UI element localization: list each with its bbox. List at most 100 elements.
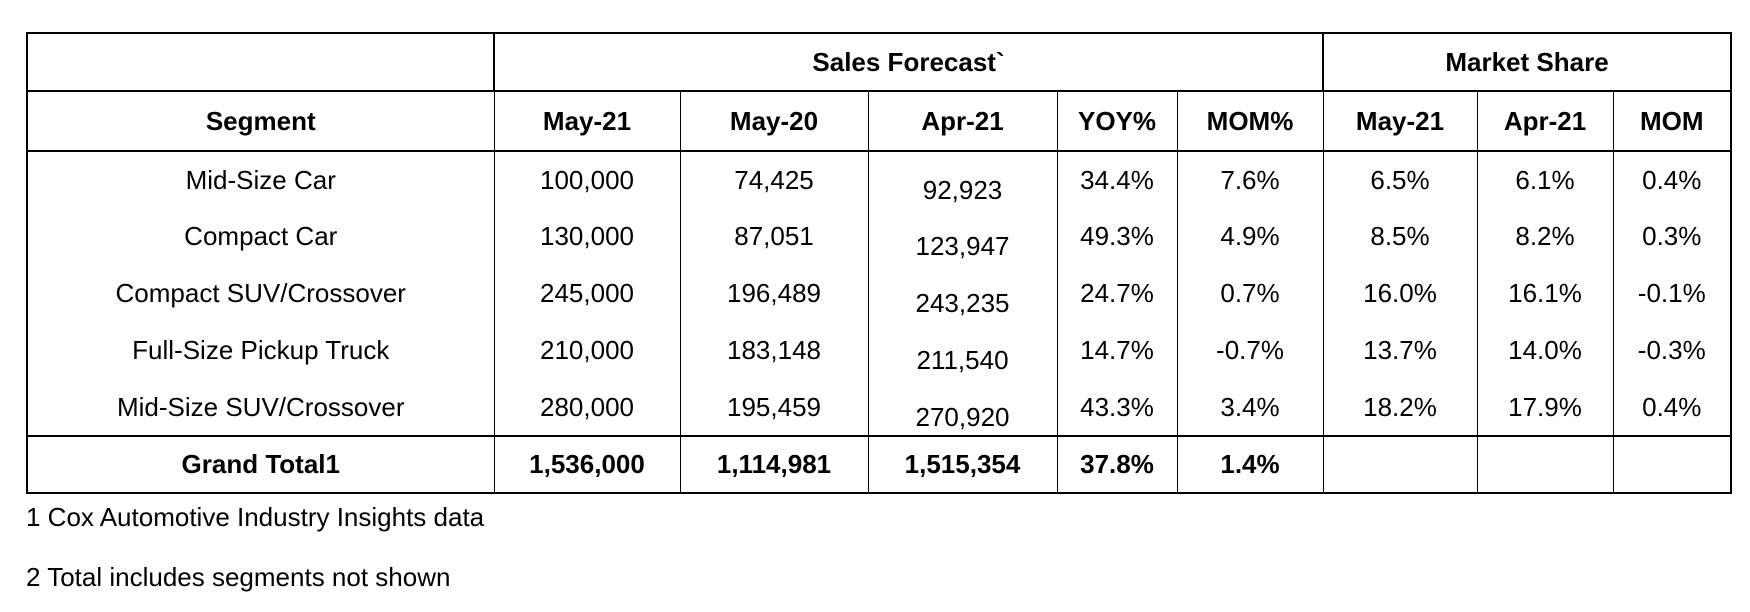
cell-value: 0.7% <box>1220 278 1280 308</box>
table-cell: 24.7% <box>1057 265 1178 322</box>
cell-value: 43.3% <box>1080 391 1154 422</box>
cell-value: -0.7% <box>1216 335 1284 365</box>
table-cell: 16.0% <box>1323 265 1478 322</box>
group-header-sales-forecast: Sales Forecast` <box>494 32 1324 92</box>
cell-value: 16.0% <box>1363 278 1437 308</box>
table-cell: 92,923 <box>868 151 1058 208</box>
table-cell: 123,947 <box>868 208 1058 265</box>
table-cell: 280,000 <box>494 379 681 436</box>
cell-value: 24.7% <box>1080 278 1154 308</box>
cell-value: -0.3% <box>1637 335 1706 365</box>
cell-value: 211,540 <box>916 345 1009 375</box>
segment-name-cell: Compact SUV/Crossover <box>26 265 495 322</box>
table-cell: 14.7% <box>1057 322 1178 379</box>
table-cell: 74,425 <box>680 151 869 208</box>
segment-name: Compact SUV/Crossover <box>115 278 406 308</box>
cell-value: 243,235 <box>915 288 1010 318</box>
cell-value: 74,425 <box>734 164 814 195</box>
cell-value: 7.6% <box>1220 164 1280 195</box>
cell-value: 14.0% <box>1508 335 1582 365</box>
table-cell: 3.4% <box>1177 379 1324 436</box>
cell-value: 183,148 <box>727 335 821 365</box>
cell-value: 0.4% <box>1642 391 1702 422</box>
cell-value: 280,000 <box>540 391 634 422</box>
header-sales-may-21: May-21 <box>494 91 681 152</box>
cell-value: 245,000 <box>540 278 634 308</box>
table-row: Full-Size Pickup Truck 210,000 183,148 211,… <box>26 322 1733 379</box>
table-cell: 100,000 <box>494 151 681 208</box>
table-cell: 195,459 <box>680 379 869 436</box>
table-cell: -0.3% <box>1613 322 1733 379</box>
cell-value: 6.5% <box>1370 164 1430 195</box>
table-cell: 245,000 <box>494 265 681 322</box>
total-cell: 1.4% <box>1177 435 1324 494</box>
table-cell: 6.1% <box>1477 151 1614 208</box>
segment-name: Mid-Size SUV/Crossover <box>116 391 405 422</box>
group-header-market-share: Market Share <box>1323 32 1733 92</box>
group-header-blank <box>26 32 495 92</box>
header-yoy-pct: YOY% <box>1057 91 1178 152</box>
table-cell: 4.9% <box>1177 208 1324 265</box>
cell-value: 17.9% <box>1508 391 1582 422</box>
table-row: Compact Car 130,000 87,051 123,947 49.3% 4.9%… <box>26 208 1733 265</box>
grand-total-row: Grand Total1 1,536,000 1,114,981 1,515,354 3… <box>26 435 1733 494</box>
cell-value: 195,459 <box>727 391 821 422</box>
segment-name: Mid-Size Car <box>185 164 336 195</box>
segment-name: Compact Car <box>184 221 338 251</box>
total-cell: 1,515,354 <box>868 435 1058 494</box>
header-share-apr-21: Apr-21 <box>1477 91 1614 152</box>
table-cell: 87,051 <box>680 208 869 265</box>
table-cell: 18.2% <box>1323 379 1478 436</box>
cell-value: 130,000 <box>540 221 634 251</box>
cell-value: 34.4% <box>1080 164 1154 195</box>
segment-name: Full-Size Pickup Truck <box>132 335 390 365</box>
table-cell: 14.0% <box>1477 322 1614 379</box>
cell-value: 13.7% <box>1363 335 1437 365</box>
table-cell: 7.6% <box>1177 151 1324 208</box>
table-row: Mid-Size SUV/Crossover 280,000 195,459 270,… <box>26 379 1733 436</box>
table-cell: 6.5% <box>1323 151 1478 208</box>
cell-value: 8.2% <box>1515 221 1575 251</box>
table-cell: 130,000 <box>494 208 681 265</box>
cell-value: 8.5% <box>1370 221 1430 251</box>
cell-value: 270,920 <box>915 401 1010 432</box>
segment-name-cell: Full-Size Pickup Truck <box>26 322 495 379</box>
table-cell: 17.9% <box>1477 379 1614 436</box>
table-cell: 0.4% <box>1613 379 1733 436</box>
cell-value: 3.4% <box>1220 391 1280 422</box>
table-cell: 0.4% <box>1613 151 1733 208</box>
cell-value: 87,051 <box>734 221 814 251</box>
table-cell: 183,148 <box>680 322 869 379</box>
table-cell: 211,540 <box>868 322 1058 379</box>
cell-value: -0.1% <box>1637 278 1706 308</box>
total-cell <box>1323 435 1478 494</box>
cell-value: 16.1% <box>1508 278 1582 308</box>
table-row: Mid-Size Car 100,000 74,425 92,923 34.4% 7.6%… <box>26 151 1733 208</box>
cell-value: 0.3% <box>1642 221 1702 251</box>
cell-value: 92,923 <box>922 174 1003 205</box>
footnote-cox-data: 1 Cox Automotive Industry Insights data <box>26 502 485 532</box>
cell-value: 4.9% <box>1220 221 1280 251</box>
cell-value: 210,000 <box>540 335 634 365</box>
total-cell <box>1613 435 1733 494</box>
total-cell: 37.8% <box>1057 435 1178 494</box>
sales-forecast-table: Sales Forecast` Market Share Segment May-… <box>26 32 1733 494</box>
table-row: Compact SUV/Crossover 245,000 196,489 243,2… <box>26 265 1733 322</box>
segment-name-cell: Mid-Size Car <box>26 151 495 208</box>
cell-value: 6.1% <box>1515 164 1575 195</box>
table-cell: -0.7% <box>1177 322 1324 379</box>
table-cell: 8.2% <box>1477 208 1614 265</box>
total-cell <box>1477 435 1614 494</box>
cell-value: 196,489 <box>727 278 821 308</box>
header-mom-pct: MOM% <box>1177 91 1324 152</box>
footnote-total-note: 2 Total includes segments not shown <box>26 562 451 592</box>
table-cell: 0.3% <box>1613 208 1733 265</box>
table-cell: 34.4% <box>1057 151 1178 208</box>
table-cell: 243,235 <box>868 265 1058 322</box>
table-cell: 196,489 <box>680 265 869 322</box>
table-cell: -0.1% <box>1613 265 1733 322</box>
table-cell: 43.3% <box>1057 379 1178 436</box>
table-cell: 49.3% <box>1057 208 1178 265</box>
table-cell: 210,000 <box>494 322 681 379</box>
segment-name-cell: Compact Car <box>26 208 495 265</box>
